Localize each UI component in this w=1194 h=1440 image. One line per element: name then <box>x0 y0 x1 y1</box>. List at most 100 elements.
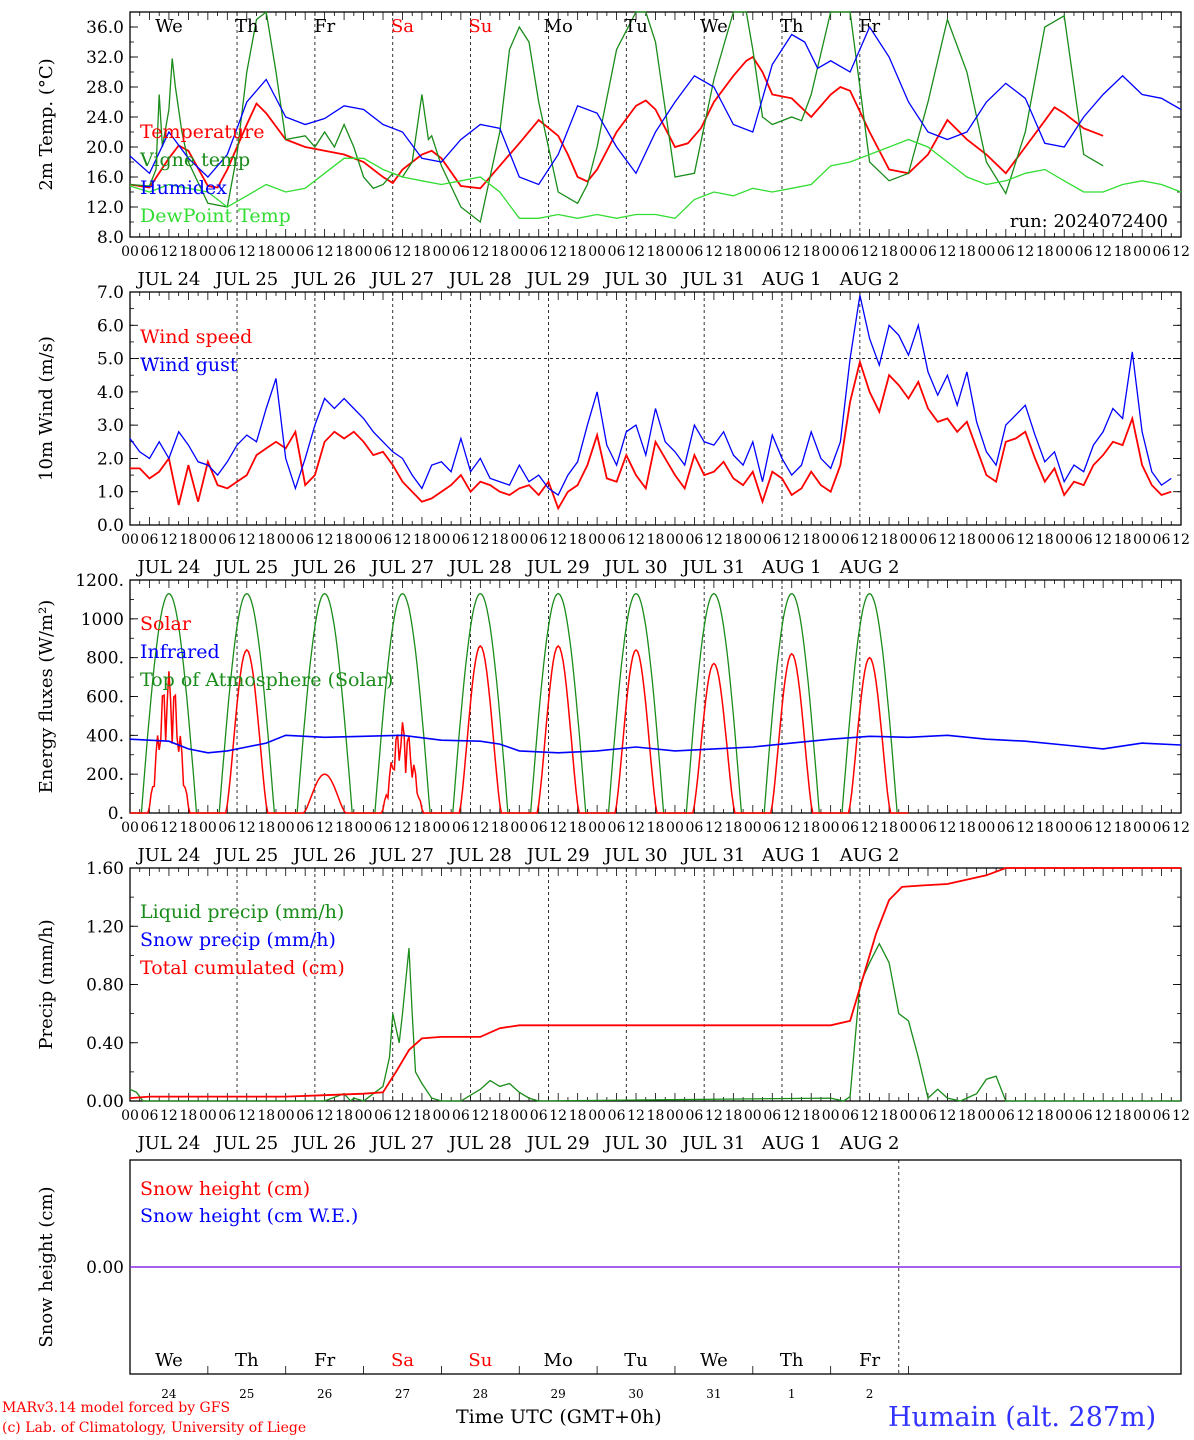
hour-tick-label: 00 <box>121 820 139 836</box>
panel-frame-energy <box>129 579 1182 814</box>
weekday-label: Su <box>468 16 492 37</box>
hour-tick-label: 12 <box>471 820 489 836</box>
y-tick-label: 1.20 <box>86 917 124 937</box>
hour-tick-label: 12 <box>1016 532 1034 548</box>
series-line-vigne-temp <box>129 10 1104 224</box>
hour-tick-label: 18 <box>257 244 275 260</box>
credit-line-1: MARv3.14 model forced by GFS <box>2 1400 231 1416</box>
date-label: JUL 24 <box>135 845 200 866</box>
y-tick-label: 0.80 <box>86 976 124 996</box>
hour-tick-label: 12 <box>627 532 645 548</box>
hour-tick-label: 12 <box>627 820 645 836</box>
hour-tick-label: 06 <box>608 1108 626 1124</box>
hour-tick-label: 12 <box>160 244 178 260</box>
hour-tick-label: 06 <box>763 532 781 548</box>
hour-tick-label: 00 <box>977 820 995 836</box>
hour-tick-label: 18 <box>179 820 197 836</box>
hour-tick-label: 00 <box>199 1108 217 1124</box>
station-label: Humain (alt. 287m) <box>888 1402 1157 1433</box>
hour-tick-label: 12 <box>160 532 178 548</box>
hour-tick-label: 12 <box>705 1108 723 1124</box>
day-number-label: 2 <box>866 1387 874 1401</box>
weekday-label: Tu <box>624 1350 648 1371</box>
hour-tick-label: 00 <box>1133 244 1151 260</box>
hour-tick-label: 00 <box>744 820 762 836</box>
hour-tick-label: 06 <box>608 244 626 260</box>
date-label: JUL 30 <box>603 1133 668 1154</box>
y-tick-label: 32.0 <box>86 48 124 68</box>
hour-tick-label: 12 <box>549 1108 567 1124</box>
hour-tick-label: 00 <box>199 820 217 836</box>
hour-tick-label: 12 <box>705 244 723 260</box>
hour-tick-label: 00 <box>510 532 528 548</box>
weekday-label: We <box>700 1350 728 1371</box>
hour-tick-label: 06 <box>763 820 781 836</box>
hour-tick-label: 12 <box>783 244 801 260</box>
hour-tick-label: 00 <box>822 820 840 836</box>
series-line-humidex <box>129 25 1182 186</box>
y-tick-label: 800. <box>86 649 124 669</box>
date-label: JUL 31 <box>680 845 745 866</box>
day-number-label: 25 <box>239 1387 254 1401</box>
hour-tick-label: 12 <box>316 820 334 836</box>
hour-tick-label: 12 <box>1172 1108 1190 1124</box>
hour-tick-label: 00 <box>1133 532 1151 548</box>
hour-tick-label: 06 <box>218 820 236 836</box>
date-label: JUL 26 <box>291 1133 356 1154</box>
hour-tick-label: 12 <box>783 820 801 836</box>
date-label: JUL 30 <box>603 845 668 866</box>
hour-tick-label: 06 <box>141 244 159 260</box>
hour-tick-label: 18 <box>491 1108 509 1124</box>
y-tick-label: 1200. <box>75 571 124 591</box>
weekday-label: Fr <box>314 16 335 37</box>
hour-tick-label: 06 <box>686 532 704 548</box>
weekday-label: Th <box>235 16 259 37</box>
legend-item: Snow height (cm W.E.) <box>140 1205 358 1227</box>
hour-tick-label: 18 <box>802 532 820 548</box>
hour-tick-label: 06 <box>141 820 159 836</box>
y-tick-label: 1000 <box>81 610 124 630</box>
hour-tick-label: 00 <box>744 1108 762 1124</box>
weekday-label: Fr <box>314 1350 335 1371</box>
hour-tick-label: 06 <box>997 820 1015 836</box>
hour-tick-label: 06 <box>763 1108 781 1124</box>
hour-tick-label: 06 <box>374 532 392 548</box>
hour-tick-label: 00 <box>121 244 139 260</box>
y-tick-label: 1.0 <box>97 483 124 503</box>
series-line-temperature <box>129 55 1104 190</box>
hour-tick-label: 12 <box>471 532 489 548</box>
legend-item: Top of Atmosphere (Solar) <box>140 669 393 691</box>
legend-item: Total cumulated (cm) <box>140 957 345 979</box>
hour-tick-label: 18 <box>179 1108 197 1124</box>
hour-tick-label: 12 <box>394 1108 412 1124</box>
hour-tick-label: 12 <box>861 532 879 548</box>
hour-tick-label: 18 <box>724 820 742 836</box>
y-tick-label: 0. <box>108 804 124 824</box>
hour-tick-label: 00 <box>199 532 217 548</box>
hour-tick-label: 00 <box>900 1108 918 1124</box>
hour-tick-label: 00 <box>588 532 606 548</box>
hour-tick-label: 12 <box>939 1108 957 1124</box>
hour-tick-label: 00 <box>666 820 684 836</box>
legend-item: Temperature <box>140 121 264 143</box>
date-label: JUL 30 <box>603 557 668 578</box>
hour-tick-label: 06 <box>1075 532 1093 548</box>
hour-tick-label: 12 <box>549 820 567 836</box>
legend-item: Humidex <box>140 177 227 199</box>
date-label: JUL 25 <box>213 269 278 290</box>
weekday-label: Fr <box>859 16 880 37</box>
hour-tick-label: 00 <box>277 244 295 260</box>
hour-tick-label: 18 <box>491 820 509 836</box>
date-label: JUL 24 <box>135 557 200 578</box>
y-axis-label: 10m Wind (m/s) <box>36 336 57 481</box>
hour-tick-label: 12 <box>394 244 412 260</box>
hour-tick-label: 06 <box>530 532 548 548</box>
hour-tick-label: 18 <box>647 820 665 836</box>
hour-tick-label: 12 <box>1094 820 1112 836</box>
hour-tick-label: 00 <box>977 244 995 260</box>
y-tick-label: 36.0 <box>86 18 124 38</box>
date-label: JUL 29 <box>525 557 590 578</box>
hour-tick-label: 00 <box>1055 244 1073 260</box>
hour-tick-label: 12 <box>1016 244 1034 260</box>
legend-item: Wind gust <box>140 354 238 376</box>
